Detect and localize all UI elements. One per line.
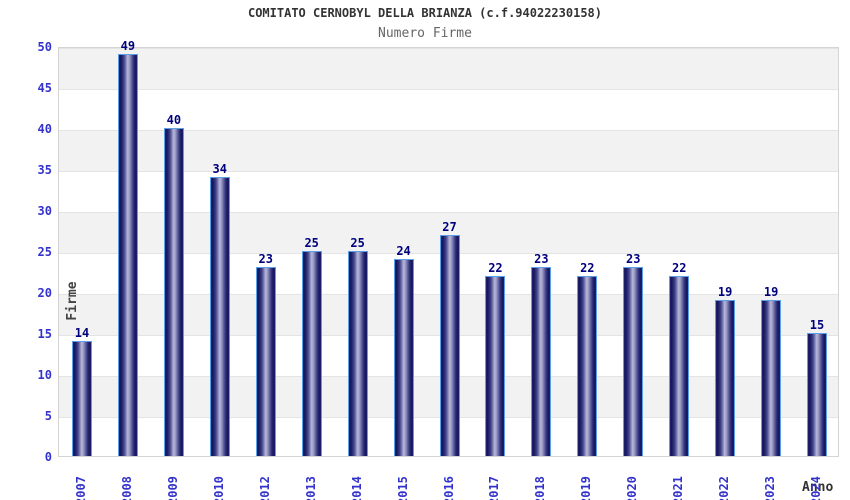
bar: [117, 54, 138, 456]
x-tick-label: 2021: [671, 476, 686, 500]
bar-value-label: 19: [717, 285, 733, 300]
y-tick-label: 0: [44, 450, 52, 464]
bar-value-label: 19: [763, 285, 779, 300]
y-tick-label: 15: [37, 327, 52, 341]
y-tick-label: 30: [37, 204, 52, 218]
y-tick-label: 10: [37, 368, 52, 382]
bar-value-label: 25: [304, 236, 319, 250]
x-tick-label: 2017: [487, 476, 502, 500]
bar-value-label: 22: [580, 260, 595, 275]
bar: [209, 177, 230, 456]
bar: [531, 267, 552, 456]
y-tick-label: 5: [44, 409, 52, 423]
bar: [255, 267, 276, 456]
x-tick-label: 2013: [303, 476, 318, 500]
x-tick-label: 2008: [119, 476, 134, 500]
bar-value-label: 14: [74, 326, 90, 341]
bar-value-label: 34: [212, 162, 227, 177]
plot-area: Firme 14 49 40 34 23 25 25 24 27 22 23 22 23 22 19 19 15: [58, 39, 839, 457]
x-tick-label: 2015: [395, 476, 410, 500]
x-tick-label: 2007: [73, 476, 88, 500]
bar-value-label: 40: [166, 113, 182, 127]
bar: [715, 300, 736, 456]
x-tick-label: 2020: [625, 476, 640, 500]
x-tick-label: 2018: [533, 476, 548, 500]
bar-value-label: 27: [442, 219, 457, 234]
bar: [347, 251, 368, 456]
y-tick-label: 40: [37, 122, 52, 136]
bar-value-label: 49: [120, 39, 136, 54]
bar-value-label: 22: [671, 260, 687, 275]
chart-subtitle: Numero Firme: [378, 26, 472, 41]
bar: [669, 275, 690, 456]
bar-value-label: 25: [350, 236, 365, 250]
bar: [301, 251, 322, 456]
x-axis-label: Anno: [802, 480, 834, 495]
x-tick-label: 2010: [211, 476, 226, 500]
bar-value-label: 15: [809, 318, 825, 332]
y-tick-label: 35: [37, 163, 52, 177]
bar: [439, 234, 460, 456]
x-tick-label: 2012: [257, 476, 272, 500]
bar-value-label: 24: [396, 244, 411, 259]
bar-value-label: 22: [488, 260, 503, 275]
bar-value-label: 23: [626, 252, 641, 267]
bar: [393, 259, 414, 456]
bar-value-label: 23: [258, 252, 273, 267]
bar: [807, 333, 828, 456]
chart-title: COMITATO CERNOBYL DELLA BRIANZA (c.f.940…: [247, 6, 602, 20]
y-tick-label: 50: [37, 40, 52, 54]
bar: [163, 128, 184, 456]
y-tick-label: 25: [37, 245, 52, 259]
bar: [761, 300, 782, 456]
x-tick-label: 2023: [763, 476, 778, 500]
y-tick-label: 45: [37, 81, 52, 95]
bar: [71, 341, 92, 456]
bar: [485, 275, 506, 456]
bar: [577, 275, 598, 456]
x-tick-label: 2014: [349, 476, 364, 500]
x-tick-label: 2019: [579, 476, 594, 500]
x-tick-label: 2022: [717, 476, 732, 500]
y-tick-label: 20: [37, 286, 52, 300]
x-tick-label: 2009: [165, 476, 180, 500]
x-tick-label: 2024: [809, 476, 824, 500]
x-tick-label: 2016: [441, 476, 456, 500]
bar-value-label: 23: [534, 252, 549, 267]
bar: [623, 267, 644, 456]
